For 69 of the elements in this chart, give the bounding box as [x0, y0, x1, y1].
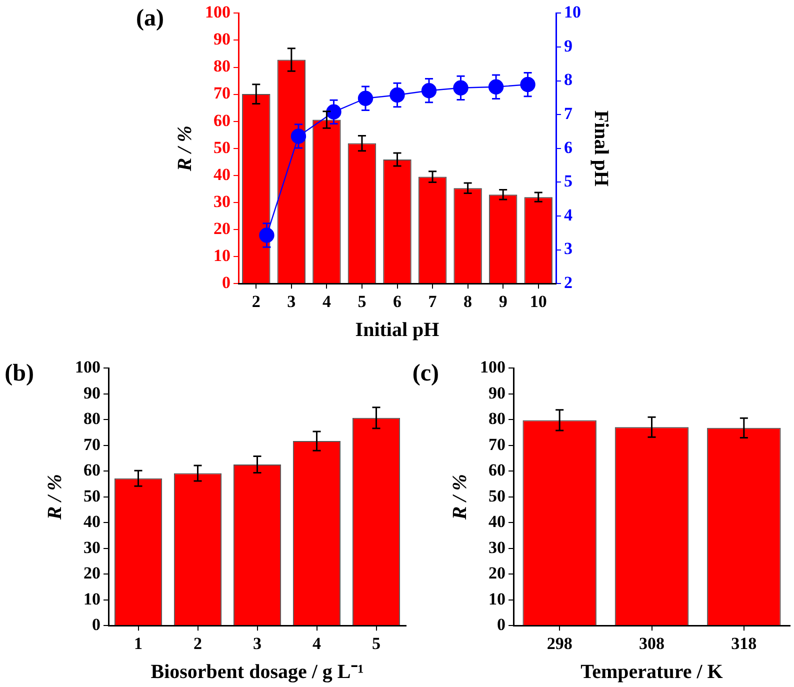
x-tick-label: 1 [134, 634, 142, 654]
y2-tick-label: 2 [564, 272, 572, 292]
x-tick-label: 308 [639, 634, 664, 654]
x-tick-label: 5 [358, 292, 366, 312]
x-tick-label: 3 [253, 634, 262, 654]
y-tick-label: 60 [488, 460, 506, 480]
y-tick-label: 100 [205, 2, 230, 22]
x-tick-label: 3 [287, 292, 296, 312]
y2-tick-label: 10 [564, 2, 581, 22]
y-axis-title: R / % [44, 474, 66, 521]
x-tick-label: 6 [393, 292, 402, 312]
x-axis-title: Initial pH [355, 319, 440, 342]
y2-tick-label: 5 [564, 172, 572, 191]
y-tick-label: 10 [488, 589, 506, 608]
x-tick-label: 10 [530, 292, 547, 312]
y-tick-label: 0 [222, 272, 230, 292]
y-axis-title: R / % [174, 126, 196, 172]
y-tick-label: 30 [488, 538, 506, 557]
x-tick-label: 4 [312, 634, 322, 654]
y2-tick-label: 7 [564, 104, 573, 123]
y-tick-label: 70 [214, 84, 230, 103]
x-tick-label: 8 [464, 292, 472, 312]
y-tick-label: 80 [84, 409, 100, 428]
y-tick-label: 10 [214, 246, 230, 265]
y-tick-label: 60 [84, 460, 100, 480]
x-tick-label: 318 [731, 634, 757, 654]
y-tick-label: 90 [488, 383, 506, 402]
y-axis-title: R / % [449, 474, 472, 521]
y-tick-label: 20 [84, 564, 100, 583]
y-tick-label: 40 [488, 512, 506, 532]
y-tick-label: 30 [214, 192, 230, 211]
x-tick-label: 7 [428, 292, 438, 312]
y-tick-label: 40 [84, 512, 100, 532]
y-tick-label: 60 [214, 110, 230, 130]
y-tick-label: 80 [214, 56, 230, 76]
chart-title: (b) [4, 360, 34, 386]
y-tick-label: 50 [84, 486, 100, 506]
x-tick-label: 4 [322, 292, 332, 312]
y-tick-label: 0 [92, 614, 100, 634]
y-tick-label: 100 [480, 358, 506, 377]
y2-tick-label: 6 [564, 138, 572, 157]
x-tick-label: 5 [372, 634, 380, 654]
x-tick-label: 9 [498, 292, 508, 312]
y-tick-label: 90 [84, 383, 100, 402]
y-tick-label: 80 [488, 409, 506, 428]
chart-title: (c) [412, 360, 439, 386]
y-tick-label: 70 [488, 434, 506, 454]
y2-axis-title: Final pH [590, 110, 612, 187]
chart-title: (a) [136, 5, 164, 32]
y2-tick-label: 4 [564, 205, 573, 224]
y-tick-label: 0 [497, 614, 506, 634]
y-tick-label: 20 [214, 218, 230, 238]
x-tick-label: 2 [194, 634, 202, 654]
y-tick-label: 30 [84, 538, 100, 557]
x-axis-title: Biosorbent dosage / g L⁻¹ [150, 661, 364, 684]
x-tick-label: 298 [546, 634, 572, 654]
y-tick-label: 90 [214, 30, 230, 49]
y2-tick-label: 9 [564, 36, 572, 56]
y-tick-label: 100 [75, 358, 100, 377]
y-tick-label: 10 [84, 589, 100, 608]
y-tick-label: 20 [488, 564, 506, 583]
y-tick-label: 40 [214, 164, 230, 184]
y-tick-label: 50 [488, 486, 506, 506]
y-tick-label: 50 [214, 138, 230, 157]
x-tick-label: 2 [252, 292, 260, 312]
y2-tick-label: 3 [564, 239, 572, 258]
y2-tick-label: 8 [564, 70, 572, 90]
y-tick-label: 70 [84, 434, 100, 454]
x-axis-title: Temperature / K [580, 661, 724, 684]
